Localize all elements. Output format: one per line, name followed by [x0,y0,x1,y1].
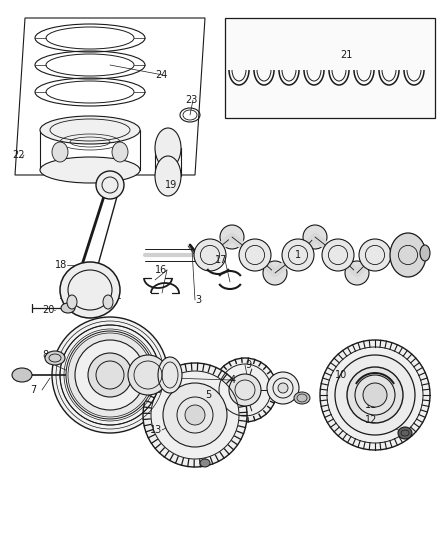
Ellipse shape [60,262,120,318]
Text: 2: 2 [420,250,426,260]
Text: 17: 17 [215,255,227,265]
Text: 11: 11 [365,400,377,410]
Ellipse shape [322,239,354,271]
Text: 3: 3 [195,295,201,305]
Text: 24: 24 [155,70,167,80]
Ellipse shape [359,239,391,271]
Ellipse shape [200,459,210,467]
Text: 18: 18 [55,260,67,270]
Ellipse shape [66,331,154,419]
Ellipse shape [267,372,299,404]
Ellipse shape [52,317,168,433]
Ellipse shape [294,392,310,404]
Ellipse shape [347,367,403,423]
Ellipse shape [67,295,77,309]
Ellipse shape [155,128,181,168]
Ellipse shape [88,353,132,397]
Ellipse shape [45,351,65,365]
Ellipse shape [420,245,430,261]
Text: 14: 14 [280,380,292,390]
Ellipse shape [220,225,244,249]
Ellipse shape [128,355,168,395]
Ellipse shape [392,239,424,271]
Text: 23: 23 [185,95,198,105]
Ellipse shape [52,142,68,162]
Ellipse shape [229,374,261,406]
Ellipse shape [263,261,287,285]
Ellipse shape [158,357,182,393]
Text: 7: 7 [30,385,36,395]
Text: 9: 9 [245,360,251,370]
Ellipse shape [96,171,124,199]
Ellipse shape [398,427,412,439]
Bar [225,18,435,118]
Ellipse shape [390,233,426,277]
Ellipse shape [303,225,327,249]
Text: 8: 8 [42,350,48,360]
Text: 5: 5 [205,390,211,400]
Ellipse shape [40,116,140,144]
Ellipse shape [239,239,271,271]
Ellipse shape [213,358,277,422]
Text: 22: 22 [12,150,25,160]
Ellipse shape [185,405,205,425]
Ellipse shape [278,383,288,393]
Ellipse shape [282,239,314,271]
Ellipse shape [163,383,227,447]
Ellipse shape [345,261,369,285]
Ellipse shape [112,142,128,162]
Ellipse shape [363,383,387,407]
Ellipse shape [75,340,145,410]
Ellipse shape [143,363,247,467]
Text: 16: 16 [155,265,167,275]
Ellipse shape [335,355,415,435]
Text: 12: 12 [365,415,378,425]
Ellipse shape [40,157,140,183]
Ellipse shape [61,303,75,313]
Ellipse shape [12,368,32,382]
Text: 4: 4 [230,375,236,385]
Text: 21: 21 [340,50,353,60]
Ellipse shape [320,340,430,450]
Text: 6: 6 [155,385,161,395]
Text: 10: 10 [335,370,347,380]
Ellipse shape [103,295,113,309]
Text: 20: 20 [42,305,54,315]
Text: 13: 13 [150,425,162,435]
Text: 15: 15 [298,395,311,405]
Text: 19: 19 [165,180,177,190]
Text: 1: 1 [295,250,301,260]
Ellipse shape [194,239,226,271]
Ellipse shape [155,156,181,196]
